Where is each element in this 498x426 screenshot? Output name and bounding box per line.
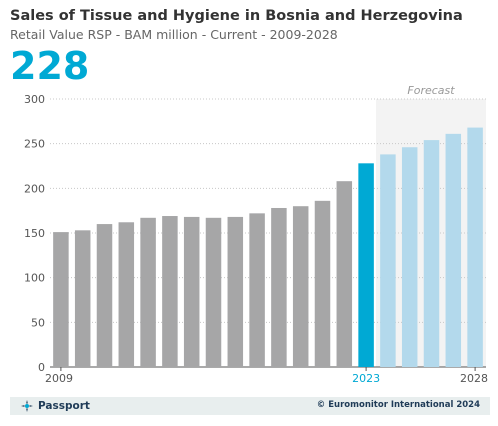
- bar-2020: [292, 206, 309, 367]
- y-tick-label: 300: [24, 93, 45, 106]
- bar-chart: Forecast 0 50 100 150 200 250 300 2009 2023 2028: [24, 84, 488, 385]
- y-tick-label: 0: [38, 361, 45, 374]
- bar-2018: [249, 213, 265, 367]
- bar-2015: [183, 216, 200, 367]
- bar-2027: [445, 133, 462, 367]
- x-tick-label: 2023: [352, 372, 380, 385]
- bar-2013: [140, 217, 156, 367]
- bar-2009: [53, 232, 69, 367]
- passport-logo-icon: [21, 400, 33, 412]
- bar-2026: [423, 140, 440, 367]
- bar-2014: [162, 216, 178, 367]
- passport-logo-text: Passport: [38, 400, 90, 412]
- bar-2023: [358, 163, 374, 367]
- bar-2010: [74, 230, 91, 367]
- y-tick-label: 100: [24, 272, 45, 285]
- x-tick-label: 2009: [45, 372, 73, 385]
- chart-subtitle: Retail Value RSP - BAM million - Current…: [10, 27, 338, 42]
- bar-2024: [380, 154, 396, 367]
- forecast-label: Forecast: [407, 84, 455, 97]
- bar-2019: [271, 207, 287, 367]
- copyright-text: © Euromonitor International 2024: [316, 400, 480, 410]
- bar-2016: [205, 217, 222, 367]
- bar-2017: [227, 216, 244, 367]
- y-tick-label: 150: [24, 227, 45, 240]
- bar-2012: [118, 222, 135, 367]
- bar-2028: [467, 127, 483, 367]
- passport-logo[interactable]: Passport: [20, 398, 90, 414]
- bar-2025: [401, 147, 418, 367]
- footer-bar: Passport © Euromonitor International 202…: [10, 397, 490, 415]
- x-tick-label: 2028: [460, 372, 488, 385]
- chart-title: Sales of Tissue and Hygiene in Bosnia an…: [10, 8, 463, 24]
- y-tick-label: 250: [24, 138, 45, 151]
- bar-2021: [314, 200, 331, 367]
- y-tick-label: 50: [31, 316, 45, 329]
- bar-2022: [336, 181, 353, 367]
- bar-2011: [96, 224, 113, 367]
- highlight-value: 228: [10, 44, 90, 88]
- y-tick-label: 200: [24, 182, 45, 195]
